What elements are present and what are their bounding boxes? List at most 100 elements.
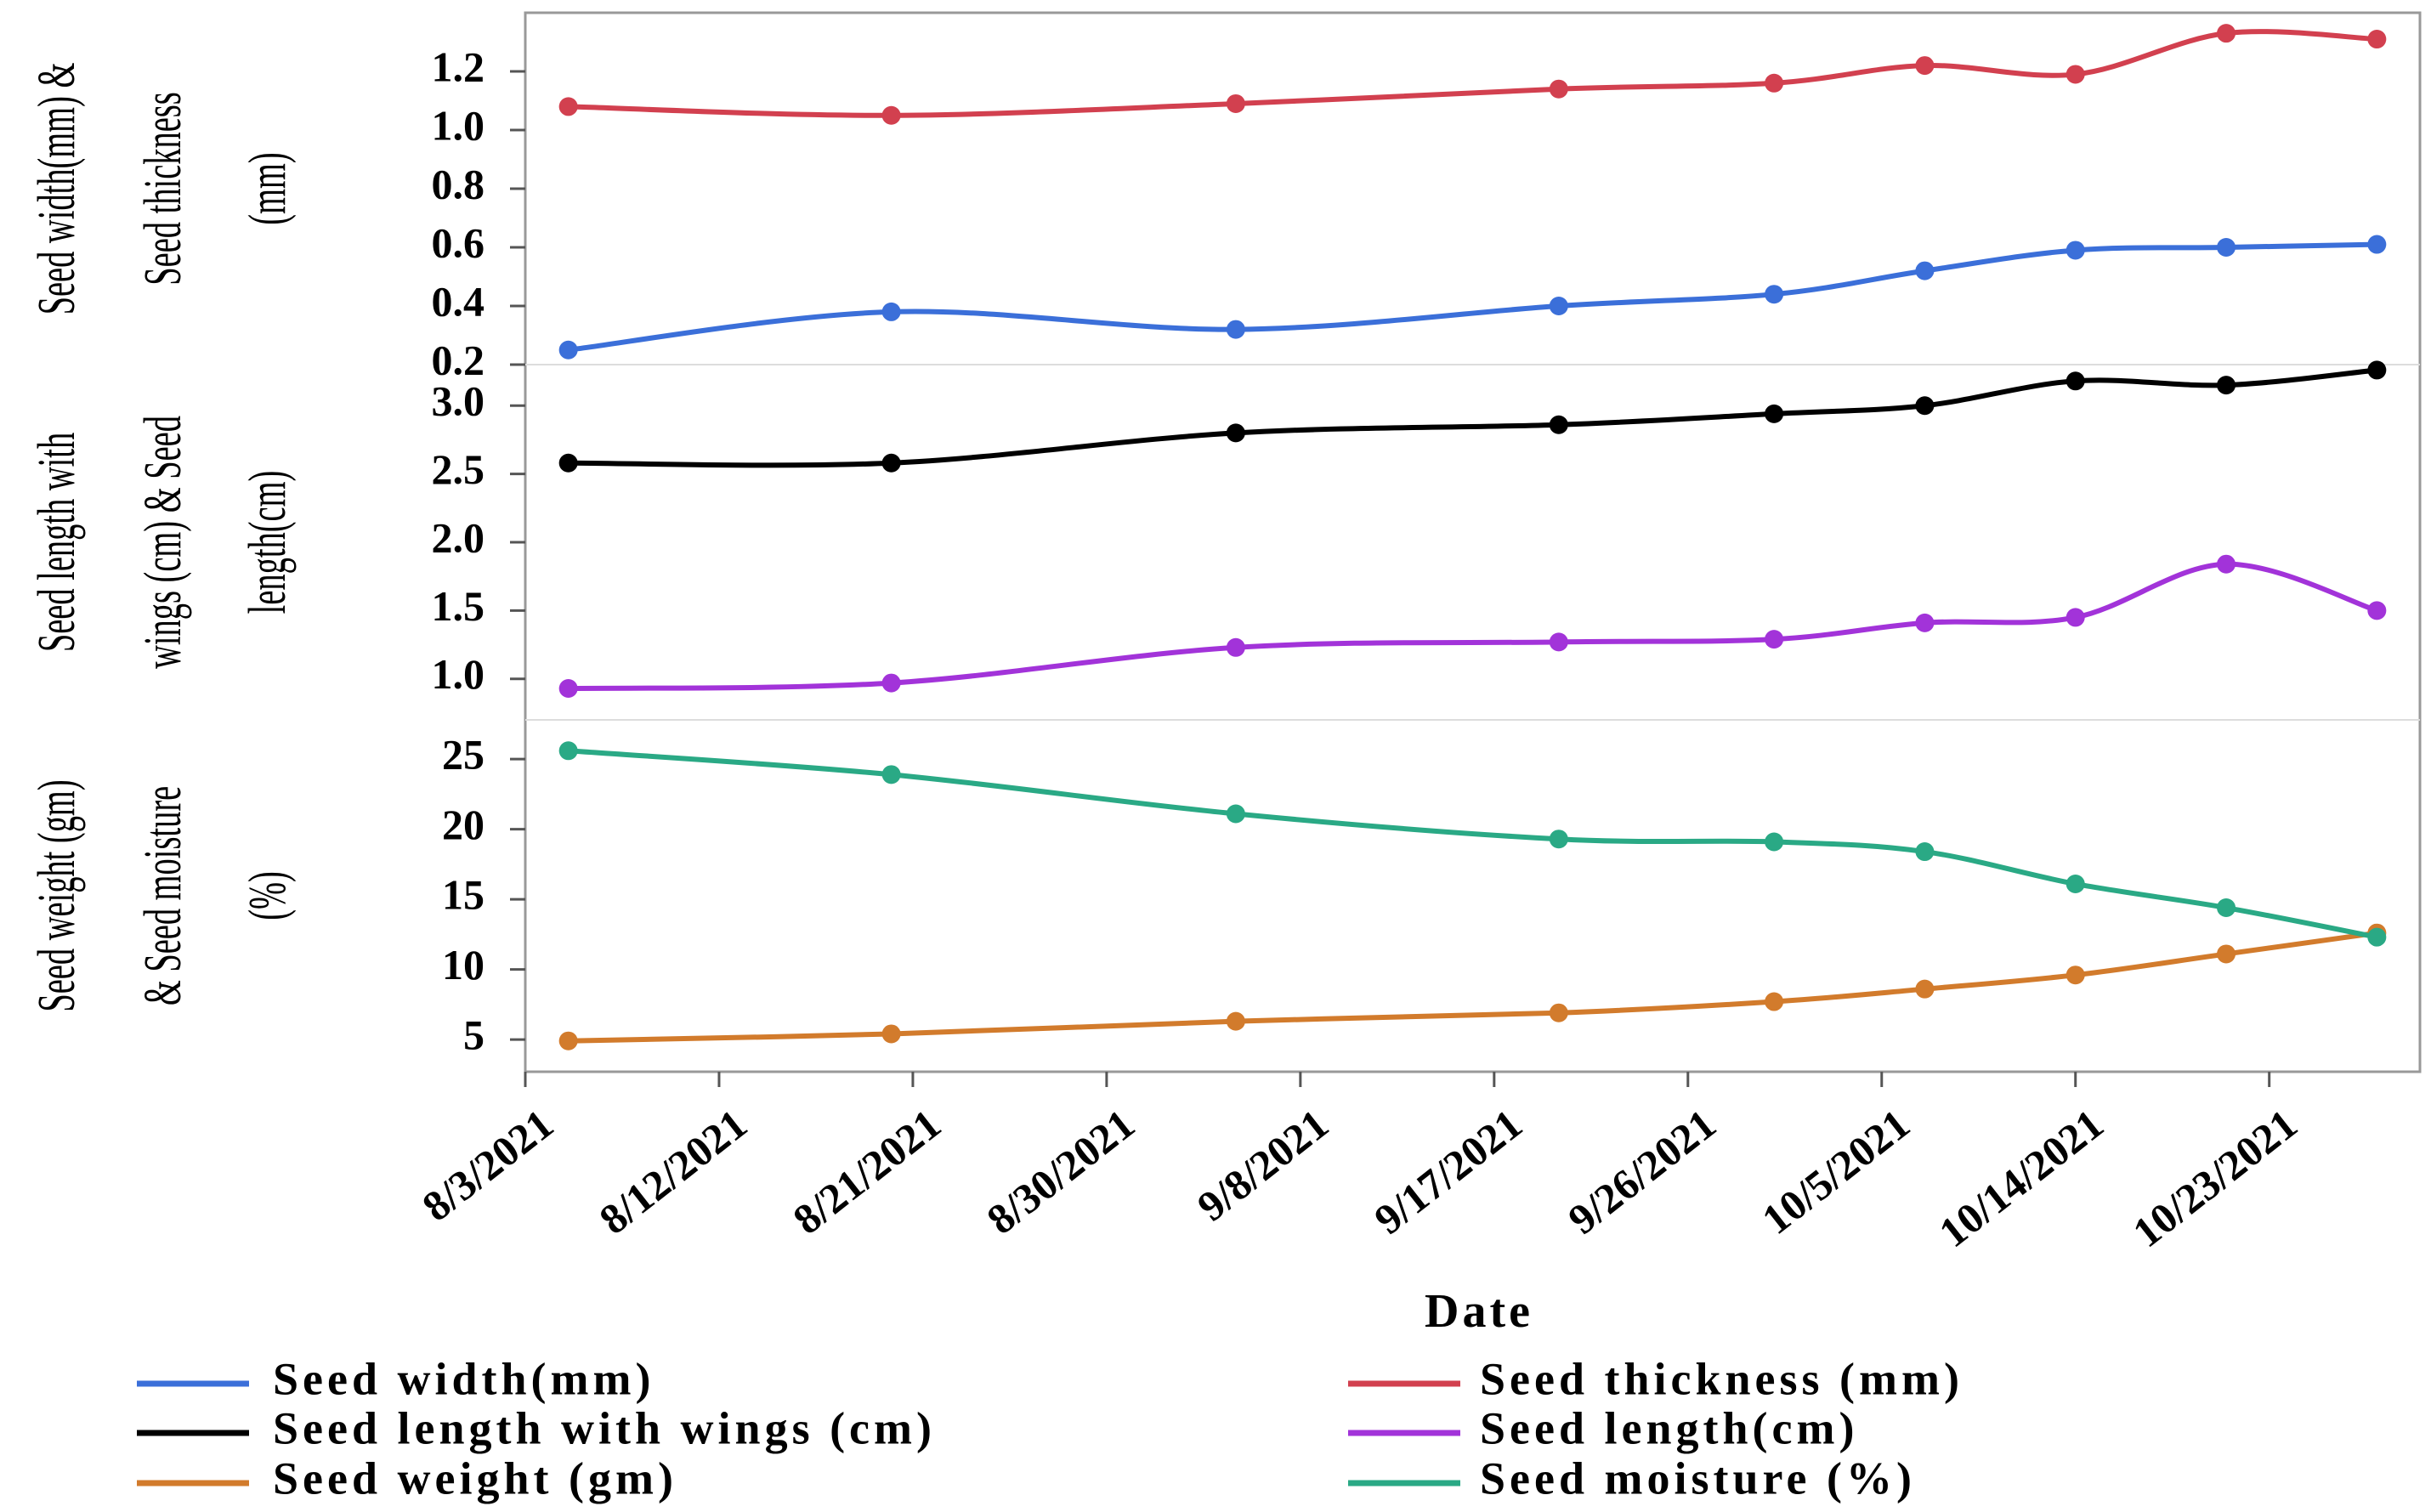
y-tick-label: 1.0	[432, 101, 485, 149]
data-point	[881, 673, 901, 693]
x-tick-label: 9/17/2021	[1365, 1100, 1530, 1243]
data-point	[2367, 927, 2387, 947]
y-tick-label: 2.5	[432, 445, 485, 493]
data-point	[1226, 93, 1245, 113]
y-tick-label: 5	[463, 1011, 484, 1059]
legend-label: Seed moisture (%)	[1480, 1453, 1916, 1504]
data-point	[2217, 898, 2236, 918]
data-point	[2367, 30, 2387, 49]
y-axis-label: wings (cm) & Seed	[134, 416, 193, 669]
x-tick-label: 8/3/2021	[413, 1100, 562, 1231]
data-point	[558, 340, 578, 360]
data-point	[881, 105, 901, 125]
data-point	[1765, 404, 1784, 423]
x-tick-label: 8/21/2021	[785, 1100, 949, 1243]
data-point	[2066, 241, 2085, 260]
x-tick-label: 8/30/2021	[978, 1100, 1143, 1243]
y-tick-label: 0.2	[432, 336, 485, 383]
x-tick-label: 10/5/2021	[1753, 1100, 1918, 1243]
data-point	[558, 741, 578, 761]
data-point	[558, 679, 578, 699]
data-point	[1915, 979, 1935, 999]
data-point	[881, 302, 901, 321]
legend-label: Seed width(mm)	[273, 1353, 654, 1404]
plot-frame	[524, 11, 2422, 1073]
legend-label: Seed weight (gm)	[273, 1453, 677, 1504]
data-point	[2217, 944, 2236, 964]
x-tick-label: 8/12/2021	[591, 1100, 756, 1243]
series-line	[568, 930, 2377, 1044]
series-line	[568, 561, 2378, 692]
data-point	[1765, 73, 1784, 93]
data-point	[2367, 360, 2387, 380]
data-point	[558, 453, 578, 473]
y-tick-label: 1.0	[432, 650, 485, 698]
y-tick-label: 25	[442, 731, 484, 779]
y-tick-label: 3.0	[432, 377, 485, 425]
data-point	[558, 1031, 578, 1050]
legend-label: Seed length with wings (cm)	[273, 1402, 936, 1453]
x-tick-label: 9/26/2021	[1559, 1100, 1724, 1243]
legend-label: Seed length(cm)	[1480, 1402, 1858, 1453]
y-tick-label: 1.5	[432, 582, 485, 630]
data-point	[1765, 630, 1784, 649]
y-tick-label: 2.0	[432, 513, 485, 561]
data-point	[2217, 24, 2236, 43]
data-point	[1549, 79, 1568, 99]
series-line	[568, 367, 2377, 468]
x-axis-label: Date	[1425, 1285, 1533, 1338]
data-point	[1765, 285, 1784, 304]
x-tick-label: 10/14/2021	[1930, 1100, 2112, 1256]
data-point	[2066, 65, 2085, 84]
data-point	[2217, 554, 2236, 574]
y-tick-label: 20	[442, 801, 484, 848]
legend-label: Seed thickness (mm)	[1480, 1353, 1964, 1404]
data-point	[1765, 832, 1784, 852]
data-point	[881, 453, 901, 473]
data-point	[1549, 297, 1568, 315]
series-line	[568, 748, 2377, 940]
data-point	[1765, 992, 1784, 1011]
y-axis-label: length(cm)	[239, 471, 298, 614]
series-line	[568, 241, 2377, 353]
data-point	[1549, 632, 1568, 652]
x-tick-label: 9/8/2021	[1188, 1100, 1337, 1231]
y-axis-label: (mm)	[239, 152, 298, 224]
data-point	[1915, 261, 1935, 280]
data-point	[881, 1024, 901, 1044]
data-point	[2066, 371, 2085, 391]
x-tick-label: 10/23/2021	[2124, 1100, 2306, 1256]
data-point	[1915, 396, 1935, 416]
y-axis-label: Seed weight (gm)	[28, 779, 87, 1011]
y-tick-label: 0.8	[432, 160, 485, 207]
series-line	[568, 29, 2377, 118]
data-point	[1226, 320, 1245, 339]
y-axis-label: (%)	[239, 871, 298, 920]
data-point	[2066, 874, 2085, 893]
y-axis-label: Seed thickness	[134, 92, 193, 285]
y-tick-label: 0.4	[432, 277, 485, 325]
data-point	[1226, 423, 1245, 443]
y-tick-label: 1.2	[432, 42, 485, 90]
data-point	[881, 765, 901, 784]
data-point	[1915, 613, 1935, 632]
data-point	[1549, 415, 1568, 434]
data-point	[2066, 608, 2085, 627]
data-point	[2066, 966, 2085, 985]
data-point	[2367, 235, 2387, 254]
data-point	[2367, 601, 2387, 620]
y-axis-label: & Seed moisture	[134, 786, 193, 1005]
y-axis-label: Seed width(mm) &	[28, 63, 87, 315]
data-point	[1226, 1011, 1245, 1031]
data-point	[1549, 830, 1568, 849]
y-tick-label: 15	[442, 871, 484, 919]
data-point	[1915, 56, 1935, 76]
data-point	[558, 97, 578, 116]
data-point	[2217, 238, 2236, 257]
y-axis-label: Seed length with	[28, 433, 87, 652]
data-point	[1549, 1003, 1568, 1022]
y-tick-label: 0.6	[432, 218, 485, 266]
data-point	[2217, 376, 2236, 395]
